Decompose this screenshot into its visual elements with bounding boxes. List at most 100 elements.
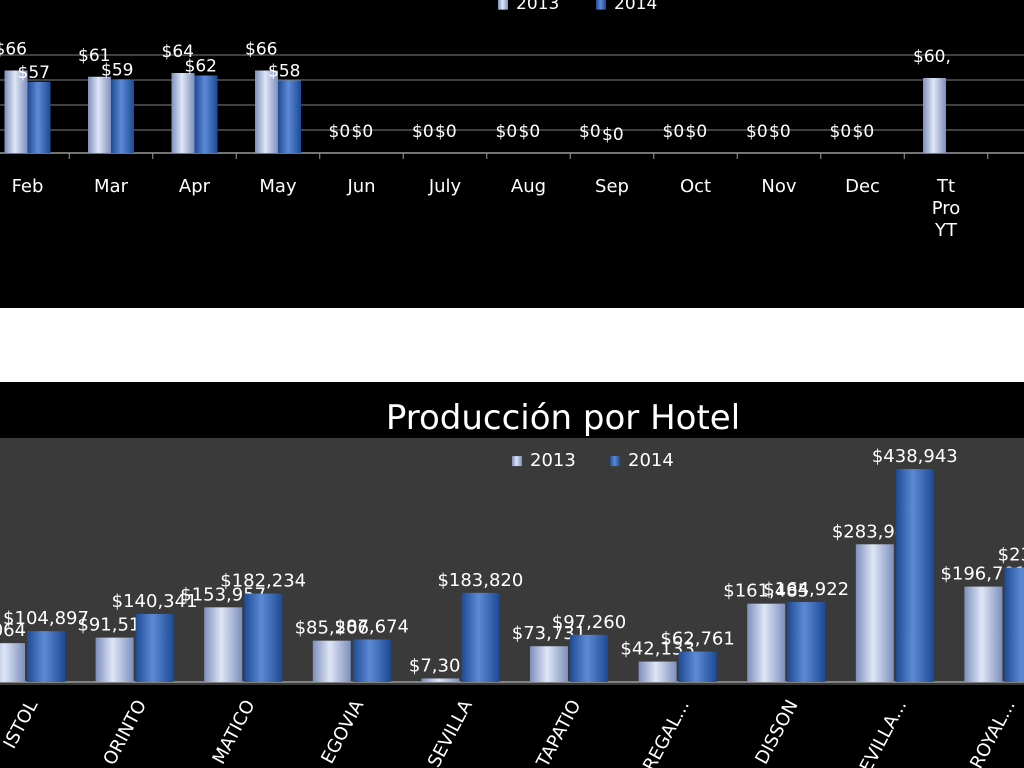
data-label-2014-Aug: $0 <box>519 122 541 142</box>
x-tick-label-May: May <box>259 176 297 197</box>
monthly-chart-svg: $63$55Jan$66$57Feb$61$59Mar$64$62Apr$66$… <box>0 0 1024 241</box>
data-label-2013-Aug: $0 <box>496 122 518 142</box>
bar-2013-TAPATIO <box>530 646 568 682</box>
bar-2013-RADISSON <box>747 603 786 682</box>
x-tick-label-July: July <box>428 176 462 197</box>
legend-label-2013: 2013 <box>530 450 576 471</box>
legend-swatch-2014 <box>596 0 606 10</box>
bar-2014-SEVILLA <box>461 592 500 682</box>
x-tick-label-ROYAL...: ROYAL... <box>966 696 1020 768</box>
x-tick-label-Sep: Sep <box>595 176 629 197</box>
bar-2013-May <box>255 70 278 153</box>
data-label-2014-TAPATIO: $97,260 <box>552 612 626 633</box>
legend-swatch-2014 <box>610 456 620 467</box>
data-label-2014-ROYAL...: $236, <box>998 545 1024 566</box>
x-tick-label-RADISSON: DISSON <box>751 696 802 767</box>
x-tick-label-Dec: Dec <box>845 176 880 197</box>
x-tick-label-SEGOVIA: EGOVIA <box>317 696 368 767</box>
x-tick-label-Feb: Feb <box>12 176 44 197</box>
bar-2014-ROYAL... <box>1004 567 1024 682</box>
data-label-2013-ROYAL...: $196,701 <box>940 564 1024 585</box>
x-tick-label-AUTOMATICO: MATICO <box>208 696 259 767</box>
data-label-2014-PEDREGAL...: $62,761 <box>660 629 734 650</box>
legend-swatch-2013 <box>512 456 522 467</box>
x-tick-label-Oct: Oct <box>680 176 711 197</box>
bar-2014-TAPATIO <box>570 634 608 682</box>
data-label-2013-July: $0 <box>412 122 434 142</box>
data-label-2014-SEVILLA...: $438,943 <box>872 446 958 467</box>
data-label-2014-Mar: $59 <box>101 60 133 80</box>
bar-2013-BRISTOL <box>0 643 25 682</box>
data-label-2013-CORINTO: $91,514 <box>77 615 151 636</box>
legend-swatch-2013 <box>498 0 508 10</box>
x-tick-label-PEDREGAL...: DREGAL... <box>633 696 694 768</box>
data-label-2013-Feb: $66 <box>0 40 27 60</box>
data-label-2014-Oct: $0 <box>686 122 708 142</box>
bar-2013-Feb <box>4 70 28 153</box>
data-label-2013-SEVILLA: $7,307 <box>409 655 472 676</box>
data-label-2013-SEGOVIA: $85,206 <box>295 618 369 639</box>
x-tick-label-BRISTOL: ISTOL <box>0 696 42 752</box>
data-label-2013-RADISSON: $161,485 <box>723 581 809 602</box>
data-label-2013-Jun: $0 <box>329 122 351 142</box>
chart-title: Producción por Hotel <box>386 398 740 438</box>
data-label-2014-SEGOVIA: $87,674 <box>335 616 409 637</box>
data-label-2013-Total Prom. YTD: $60, <box>913 47 951 67</box>
data-label-2013-Apr: $64 <box>162 42 194 62</box>
monthly-production-chart: $63$55Jan$66$57Feb$61$59Mar$64$62Apr$66$… <box>0 0 1024 308</box>
bar-2014-Apr <box>194 75 218 153</box>
x-tick-label-SEVILLA: SEVILLA <box>424 696 477 768</box>
bar-2013-Apr <box>171 73 195 153</box>
bar-2013-ROYAL... <box>964 586 1003 682</box>
data-label-2014-CORINTO: $140,341 <box>112 591 198 612</box>
x-tick-label-Aug: Aug <box>511 176 546 197</box>
data-label-2014-May: $58 <box>268 62 300 82</box>
bar-2013-SEVILLA... <box>855 544 894 682</box>
legend-label-2013: 2013 <box>516 0 559 14</box>
sheet-gap <box>0 308 1024 382</box>
bar-2014-AUTOMATICO <box>244 593 283 682</box>
data-label-2014-AUTOMATICO: $182,234 <box>220 571 306 592</box>
bar-2014-PEDREGAL... <box>678 651 717 682</box>
bar-2013-Total Prom. YTD <box>923 78 946 153</box>
x-tick-label-Total Prom. YTD: Pro <box>932 198 961 219</box>
bar-2014-RADISSON <box>787 602 826 682</box>
bar-2014-May <box>278 80 301 153</box>
x-tick-label-Total Prom. YTD: Tt <box>936 176 955 197</box>
bar-2013-AUTOMATICO <box>204 607 243 682</box>
data-label-2013-Dec: $0 <box>830 122 852 142</box>
data-label-2013-May: $66 <box>245 40 277 60</box>
bar-2014-BRISTOL <box>27 631 65 682</box>
data-label-2013-TAPATIO: $73,731 <box>512 623 586 644</box>
data-label-2014-Feb: $57 <box>18 63 50 83</box>
bar-2013-CORINTO <box>95 637 134 682</box>
data-label-2013-BRISTOL: ,064 <box>0 620 26 641</box>
legend-label-2014: 2014 <box>628 450 674 471</box>
x-tick-label-Apr: Apr <box>179 176 211 197</box>
data-label-2013-Sep: $0 <box>579 122 601 142</box>
x-tick-label-SEVILLA...: SEVILLA... <box>850 696 911 768</box>
data-label-2014-RADISSON: $164,922 <box>763 579 849 600</box>
hotel-chart-svg: Producción por Hotel 2013 2014 ,064$104,897… <box>0 398 1024 768</box>
bar-2013-Mar <box>88 76 111 153</box>
x-tick-label-Nov: Nov <box>761 176 796 197</box>
bar-2014-CORINTO <box>135 613 174 682</box>
bar-2014-Mar <box>111 79 134 153</box>
legend-label-2014: 2014 <box>614 0 657 14</box>
x-tick-label-TAPATIO: TAPATIO <box>532 696 585 768</box>
data-label-2014-Dec: $0 <box>853 122 875 142</box>
bar-2013-PEDREGAL... <box>638 661 677 682</box>
data-label-2014-July: $0 <box>435 122 457 142</box>
data-label-2013-Mar: $61 <box>78 46 110 66</box>
bar-2014-Feb <box>27 81 51 153</box>
hotel-production-chart: Producción por Hotel 2013 2014 ,064$104,897… <box>0 382 1024 768</box>
x-tick-label-Mar: Mar <box>94 176 129 197</box>
bar-2014-SEVILLA... <box>895 469 934 682</box>
data-label-2013-Oct: $0 <box>663 122 685 142</box>
data-label-2014-Apr: $62 <box>185 57 217 77</box>
bar-2013-SEGOVIA <box>312 640 351 682</box>
data-label-2013-PEDREGAL...: $42,133 <box>620 639 694 660</box>
data-label-2014-BRISTOL: $104,897 <box>3 608 89 629</box>
x-tick-label-CORINTO: ORINTO <box>99 696 151 768</box>
bar-2014-SEGOVIA <box>352 639 391 682</box>
